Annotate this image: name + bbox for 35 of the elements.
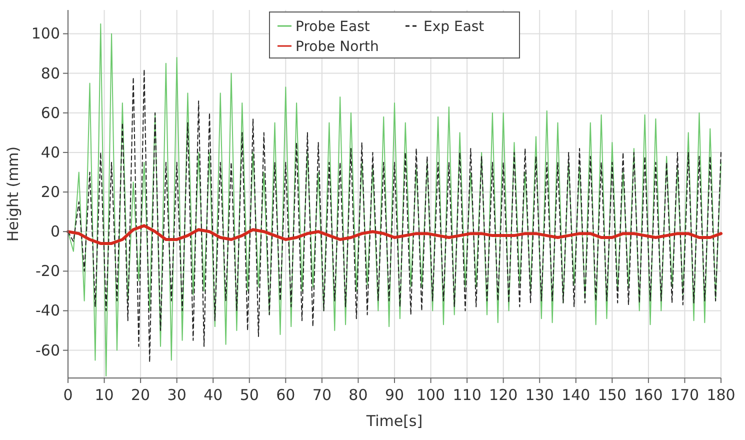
y-tick-label: 80: [40, 64, 60, 82]
x-tick-label: 110: [452, 386, 482, 404]
y-tick-label: 20: [40, 183, 60, 202]
x-tick-label: 40: [204, 386, 223, 404]
x-tick-label: 100: [416, 386, 446, 404]
x-tick-label: 120: [489, 386, 518, 404]
x-tick-label: 140: [562, 386, 590, 404]
x-tick-label: 80: [348, 386, 368, 404]
y-tick-label: -60: [36, 341, 60, 360]
x-tick-label: 30: [167, 386, 186, 404]
x-tick-label: 130: [525, 386, 554, 404]
y-tick-label: 100: [31, 24, 60, 43]
x-tick-label: 10: [94, 386, 114, 404]
x-tick-label: 90: [384, 386, 404, 404]
y-tick-label: -40: [36, 302, 60, 320]
x-tick-label: 170: [670, 386, 700, 404]
x-tick-label: 50: [240, 386, 259, 404]
x-tick-label: 150: [598, 386, 626, 404]
legend-label: Exp East: [424, 19, 485, 35]
y-tick-label: 40: [40, 143, 60, 162]
x-tick-label: 180: [706, 386, 736, 404]
x-tick-label: 160: [634, 386, 663, 404]
y-tick-label: 0: [50, 222, 60, 241]
legend-label: Probe East: [296, 19, 370, 35]
x-tick-label: 70: [312, 386, 332, 404]
x-tick-label: 20: [131, 386, 150, 404]
x-tick-label: 0: [63, 386, 73, 404]
y-tick-label: -20: [36, 262, 60, 280]
y-axis-title: Height (mm): [4, 146, 22, 242]
legend-label: Probe North: [296, 39, 379, 55]
x-tick-label: 60: [276, 386, 296, 404]
y-tick-label: 60: [40, 104, 60, 122]
x-axis-title: Time[s]: [365, 412, 423, 430]
line-series: [66, 224, 722, 245]
line-series: [68, 68, 722, 363]
